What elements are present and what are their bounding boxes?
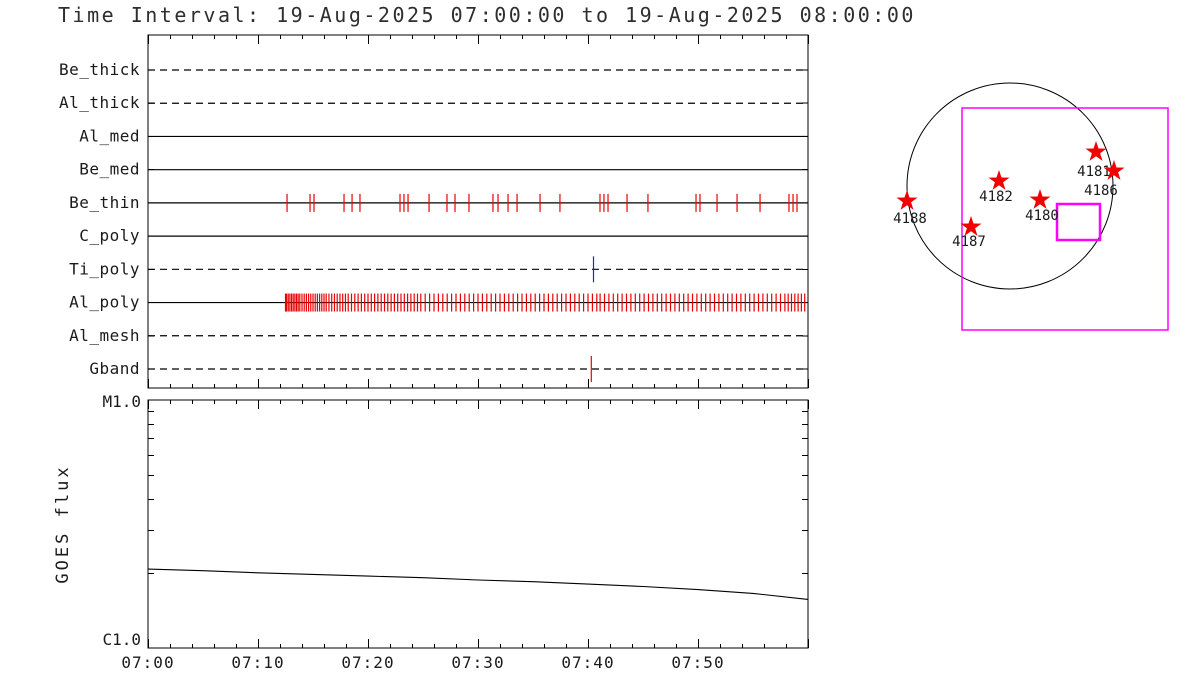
active-region-label: 4187 [952, 234, 986, 250]
filter-row-label: Gband [89, 359, 140, 378]
goes-xtick-label: 07:00 [121, 653, 174, 672]
goes-ytick-label-bottom: C1.0 [102, 630, 141, 649]
goes-xtick-label: 07:40 [561, 653, 614, 672]
goes-xtick-label: 07:20 [341, 653, 394, 672]
active-region-star [1085, 141, 1107, 161]
active-region-star [1103, 160, 1125, 180]
goes-flux-panel: M1.0 C1.0 07:00 07:10 07:20 07:30 07:40 07:50 GO… [53, 392, 809, 672]
filter-row-label: Be_thin [69, 193, 140, 212]
active-region-star [1029, 189, 1051, 209]
goes-flux-curve [147, 568, 809, 600]
filter-row-label: Al_thick [59, 93, 140, 112]
goes-xtick-label: 07:50 [671, 653, 724, 672]
goes-ytick-label-top: M1.0 [102, 392, 141, 411]
solar-limb-circle [906, 82, 1114, 290]
filter-row-label: Be_thick [59, 60, 140, 79]
active-region-star [960, 216, 982, 236]
goes-panel-border [147, 399, 809, 649]
fov-rect [961, 107, 1169, 331]
target-fov-rect [1055, 202, 1102, 242]
active-region-label: 4182 [979, 189, 1013, 205]
goes-ylabel: GOES flux [53, 464, 73, 583]
active-region-star [988, 170, 1010, 190]
active-region-label: 4181 [1077, 164, 1111, 180]
filter-row-label: Ti_poly [69, 259, 140, 278]
active-region-label: 4186 [1084, 183, 1118, 199]
filter-timeline-panel: Be_thick Al_thick Al_med Be_med Be_thin C_pol… [59, 34, 809, 389]
goes-xtick-label: 07:30 [451, 653, 504, 672]
filter-row-label: Al_mesh [69, 326, 140, 345]
timeline-panel-border [147, 34, 809, 389]
filter-row-label: Al_med [79, 126, 140, 145]
filter-row-label: Al_poly [69, 293, 140, 312]
solar-disk-map: 4188 4187 4182 4180 4181 4186 [893, 82, 1169, 331]
filter-row-label: C_poly [79, 226, 140, 245]
active-region-label: 4180 [1025, 208, 1059, 224]
active-region-label: 4188 [893, 211, 927, 227]
goes-xtick-label: 07:10 [231, 653, 284, 672]
filter-row-label: Be_med [79, 160, 140, 179]
active-region-star [896, 190, 918, 210]
time-interval-title: Time Interval: 19-Aug-2025 07:00:00 to 1… [58, 3, 916, 27]
